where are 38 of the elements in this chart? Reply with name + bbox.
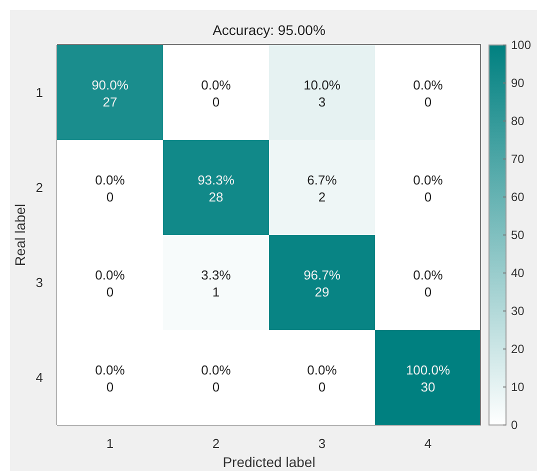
x-tick-label: 1 — [106, 436, 114, 452]
chart-title: Accuracy: 95.00% — [212, 22, 326, 38]
y-tick-label: 2 — [36, 180, 43, 196]
color-bar-label: 10 — [511, 380, 525, 394]
color-bar-label: 30 — [511, 304, 525, 318]
y-axis-title: Real label — [12, 204, 28, 266]
data-label: 0.0% 0 — [413, 77, 444, 109]
x-axis-title: Predicted label — [222, 454, 316, 470]
y-tick-label: 3 — [36, 275, 43, 290]
data-label: 10.0% 3 — [304, 77, 341, 109]
data-label: 3.3% 1 — [201, 267, 232, 299]
data-label: 0.0% 0 — [95, 362, 126, 394]
x-tick-label: 2 — [212, 436, 220, 452]
data-label: 0.0% 0 — [95, 172, 126, 204]
data-label: 0.0% 0 — [201, 77, 232, 109]
color-bar-label: 100 — [511, 38, 532, 52]
data-label: 93.3% 28 — [198, 172, 235, 204]
data-label: 96.7% 29 — [304, 267, 341, 299]
data-label: 6.7% 2 — [307, 172, 338, 204]
data-label: 100.0% 30 — [406, 362, 450, 394]
y-tick-label: 1 — [36, 85, 43, 100]
data-label: 90.0% 27 — [92, 77, 129, 109]
color-bar-label: 20 — [511, 342, 525, 356]
color-bar-label: 90 — [511, 76, 525, 90]
color-bar-label: 0 — [511, 418, 518, 432]
data-label: 0.0% 0 — [413, 267, 444, 299]
x-tick-label: 3 — [318, 436, 326, 452]
data-label: 0.0% 0 — [201, 362, 232, 394]
data-label: 0.0% 0 — [413, 172, 444, 204]
x-tick-label: 4 — [424, 436, 432, 452]
color-bar-label: 80 — [511, 114, 525, 128]
color-bar-label: 60 — [511, 190, 525, 204]
color-bar-label: 50 — [511, 228, 525, 242]
color-bar-label: 70 — [511, 152, 525, 166]
data-label: 0.0% 0 — [95, 267, 126, 299]
y-tick-label: 4 — [36, 370, 43, 386]
data-label: 0.0% 0 — [307, 362, 338, 394]
color-bar-label: 40 — [511, 266, 525, 280]
